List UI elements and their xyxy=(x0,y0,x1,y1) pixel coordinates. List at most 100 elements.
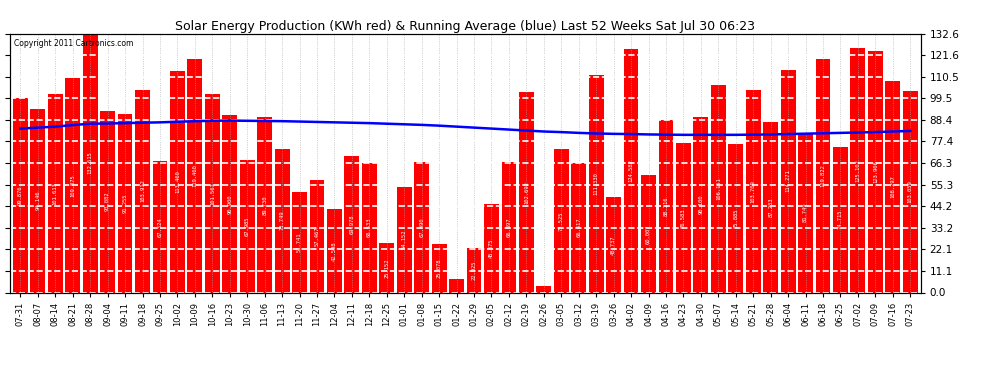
Bar xyxy=(711,86,726,292)
Bar xyxy=(798,133,813,292)
Text: 106.151: 106.151 xyxy=(716,177,721,200)
Bar xyxy=(885,81,900,292)
Bar xyxy=(135,90,149,292)
Bar xyxy=(414,162,429,292)
Text: 109.875: 109.875 xyxy=(70,174,75,196)
Bar xyxy=(362,163,377,292)
Bar xyxy=(397,187,412,292)
Bar xyxy=(449,279,464,292)
Text: 89.730: 89.730 xyxy=(262,195,267,215)
Bar xyxy=(292,192,307,292)
Bar xyxy=(31,109,46,292)
Text: 67.324: 67.324 xyxy=(157,217,162,237)
Text: 94.146: 94.146 xyxy=(36,191,41,210)
Bar xyxy=(729,144,743,292)
Text: 67.090: 67.090 xyxy=(419,217,424,237)
Text: 101.613: 101.613 xyxy=(52,182,57,205)
Bar xyxy=(903,92,918,292)
Bar xyxy=(345,156,359,292)
Text: 114.271: 114.271 xyxy=(786,170,791,192)
Text: 103.709: 103.709 xyxy=(750,180,755,203)
Text: 108.297: 108.297 xyxy=(890,176,895,198)
Bar xyxy=(223,115,238,292)
Text: 123.906: 123.906 xyxy=(873,160,878,183)
Text: Copyright 2011 Cartronics.com: Copyright 2011 Cartronics.com xyxy=(15,39,134,48)
Bar xyxy=(83,34,98,292)
Bar xyxy=(850,48,865,292)
Bar xyxy=(571,163,586,292)
Text: 54.152: 54.152 xyxy=(402,230,407,249)
Text: 99.876: 99.876 xyxy=(18,185,23,205)
Text: 73.749: 73.749 xyxy=(279,211,284,230)
Bar xyxy=(274,148,289,292)
Text: 101.567: 101.567 xyxy=(210,182,215,205)
Bar xyxy=(170,71,185,292)
Bar xyxy=(432,244,446,292)
Bar xyxy=(100,111,115,292)
Bar xyxy=(553,149,568,292)
Bar xyxy=(152,161,167,292)
Bar xyxy=(658,120,673,292)
Bar xyxy=(519,92,534,292)
Text: 119.460: 119.460 xyxy=(192,165,197,188)
Text: 57.467: 57.467 xyxy=(315,226,320,246)
Text: 60.007: 60.007 xyxy=(646,224,651,244)
Bar xyxy=(310,180,325,292)
Bar xyxy=(676,143,691,292)
Text: 48.737: 48.737 xyxy=(611,235,616,255)
Text: 103.912: 103.912 xyxy=(140,180,145,203)
Text: 69.978: 69.978 xyxy=(349,214,354,234)
Bar xyxy=(502,162,517,292)
Text: 125.102: 125.102 xyxy=(855,159,860,182)
Text: 67.985: 67.985 xyxy=(245,216,249,236)
Text: 102.692: 102.692 xyxy=(524,181,529,204)
Text: 87.233: 87.233 xyxy=(768,198,773,217)
Text: 111.330: 111.330 xyxy=(594,172,599,195)
Text: 25.152: 25.152 xyxy=(384,258,389,278)
Text: 66.897: 66.897 xyxy=(507,217,512,237)
Text: 81.749: 81.749 xyxy=(803,203,808,222)
Text: 74.715: 74.715 xyxy=(838,210,842,230)
Bar xyxy=(606,197,621,292)
Text: 66.533: 66.533 xyxy=(367,218,372,237)
Text: 42.598: 42.598 xyxy=(332,241,337,261)
Bar xyxy=(65,78,80,292)
Bar xyxy=(379,243,394,292)
Bar xyxy=(13,98,28,292)
Text: 132.615: 132.615 xyxy=(88,152,93,174)
Bar xyxy=(484,204,499,292)
Bar xyxy=(466,248,481,292)
Bar xyxy=(589,75,604,292)
Bar xyxy=(48,94,62,292)
Title: Solar Energy Production (KWh red) & Running Average (blue) Last 52 Weeks Sat Jul: Solar Energy Production (KWh red) & Runn… xyxy=(175,20,755,33)
Bar xyxy=(118,114,133,292)
Text: 66.417: 66.417 xyxy=(576,218,581,237)
Bar xyxy=(642,176,656,292)
Text: 22.925: 22.925 xyxy=(471,260,476,280)
Text: 88.216: 88.216 xyxy=(663,196,668,216)
Bar xyxy=(257,117,272,292)
Text: 93.082: 93.082 xyxy=(105,192,110,211)
Bar xyxy=(693,117,708,292)
Text: 76.583: 76.583 xyxy=(681,208,686,228)
Text: 91.255: 91.255 xyxy=(123,194,128,213)
Text: 90.900: 90.900 xyxy=(228,194,233,213)
Text: 90.100: 90.100 xyxy=(698,195,703,214)
Text: 25.078: 25.078 xyxy=(437,258,442,278)
Bar xyxy=(763,122,778,292)
Bar xyxy=(327,209,342,292)
Text: 45.375: 45.375 xyxy=(489,238,494,258)
Bar xyxy=(187,59,202,292)
Bar xyxy=(833,147,847,292)
Bar xyxy=(205,94,220,292)
Text: 113.460: 113.460 xyxy=(175,170,180,193)
Bar xyxy=(240,160,254,292)
Text: 73.525: 73.525 xyxy=(558,211,563,231)
Text: 75.885: 75.885 xyxy=(734,209,739,228)
Bar xyxy=(781,69,796,292)
Bar xyxy=(868,51,883,292)
Bar xyxy=(816,58,831,292)
Bar xyxy=(537,286,551,292)
Text: 103.059: 103.059 xyxy=(908,181,913,203)
Text: 124.582: 124.582 xyxy=(629,160,634,182)
